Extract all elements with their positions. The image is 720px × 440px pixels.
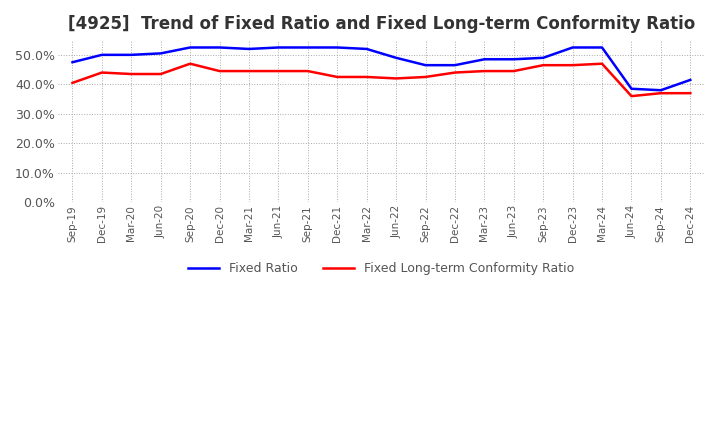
Legend: Fixed Ratio, Fixed Long-term Conformity Ratio: Fixed Ratio, Fixed Long-term Conformity …: [183, 257, 580, 280]
Fixed Ratio: [362, 46, 371, 51]
Fixed Long-term Conformity Ratio: [245, 69, 253, 74]
Fixed Ratio: [68, 59, 77, 65]
Fixed Ratio: [568, 45, 577, 50]
Fixed Long-term Conformity Ratio: [657, 91, 665, 96]
Fixed Long-term Conformity Ratio: [186, 61, 194, 66]
Fixed Ratio: [127, 52, 135, 58]
Fixed Ratio: [510, 57, 518, 62]
Fixed Long-term Conformity Ratio: [156, 71, 165, 77]
Fixed Long-term Conformity Ratio: [68, 80, 77, 85]
Fixed Ratio: [186, 45, 194, 50]
Fixed Long-term Conformity Ratio: [392, 76, 400, 81]
Fixed Ratio: [627, 86, 636, 92]
Fixed Ratio: [245, 46, 253, 51]
Fixed Long-term Conformity Ratio: [362, 74, 371, 80]
Fixed Long-term Conformity Ratio: [568, 62, 577, 68]
Line: Fixed Ratio: Fixed Ratio: [73, 48, 690, 90]
Fixed Ratio: [215, 45, 224, 50]
Fixed Ratio: [686, 77, 695, 83]
Fixed Ratio: [304, 45, 312, 50]
Fixed Long-term Conformity Ratio: [627, 93, 636, 99]
Fixed Long-term Conformity Ratio: [686, 91, 695, 96]
Fixed Ratio: [333, 45, 341, 50]
Line: Fixed Long-term Conformity Ratio: Fixed Long-term Conformity Ratio: [73, 64, 690, 96]
Fixed Ratio: [539, 55, 547, 60]
Fixed Ratio: [657, 88, 665, 93]
Fixed Ratio: [392, 55, 400, 60]
Fixed Long-term Conformity Ratio: [333, 74, 341, 80]
Fixed Long-term Conformity Ratio: [451, 70, 459, 75]
Fixed Ratio: [598, 45, 606, 50]
Fixed Long-term Conformity Ratio: [598, 61, 606, 66]
Fixed Long-term Conformity Ratio: [98, 70, 107, 75]
Fixed Ratio: [98, 52, 107, 58]
Fixed Long-term Conformity Ratio: [510, 69, 518, 74]
Fixed Long-term Conformity Ratio: [480, 69, 489, 74]
Fixed Long-term Conformity Ratio: [274, 69, 283, 74]
Fixed Long-term Conformity Ratio: [421, 74, 430, 80]
Fixed Long-term Conformity Ratio: [215, 69, 224, 74]
Fixed Ratio: [421, 62, 430, 68]
Fixed Long-term Conformity Ratio: [539, 62, 547, 68]
Fixed Ratio: [451, 62, 459, 68]
Title: [4925]  Trend of Fixed Ratio and Fixed Long-term Conformity Ratio: [4925] Trend of Fixed Ratio and Fixed Lo…: [68, 15, 695, 33]
Fixed Long-term Conformity Ratio: [127, 71, 135, 77]
Fixed Long-term Conformity Ratio: [304, 69, 312, 74]
Fixed Ratio: [274, 45, 283, 50]
Fixed Ratio: [156, 51, 165, 56]
Fixed Ratio: [480, 57, 489, 62]
